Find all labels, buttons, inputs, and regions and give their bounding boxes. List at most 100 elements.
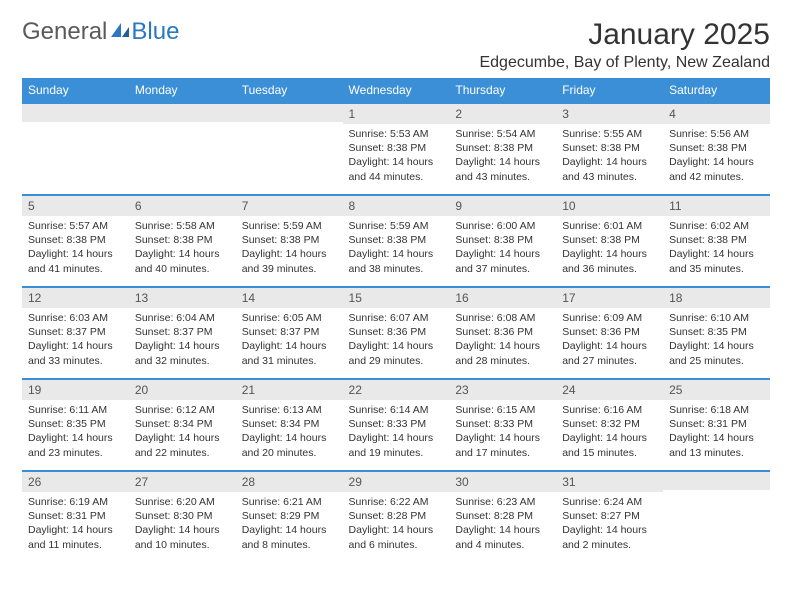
day-data: Sunrise: 5:57 AMSunset: 8:38 PMDaylight:… xyxy=(22,216,129,282)
calendar-cell: 6Sunrise: 5:58 AMSunset: 8:38 PMDaylight… xyxy=(129,195,236,287)
sunset-text: Sunset: 8:33 PM xyxy=(349,417,444,431)
day-number: 24 xyxy=(556,380,663,400)
sunrise-text: Sunrise: 6:07 AM xyxy=(349,311,444,325)
day-data xyxy=(236,122,343,131)
daylight-text: Daylight: 14 hours and 43 minutes. xyxy=(455,155,550,183)
day-data: Sunrise: 6:03 AMSunset: 8:37 PMDaylight:… xyxy=(22,308,129,374)
daylight-text: Daylight: 14 hours and 27 minutes. xyxy=(562,339,657,367)
day-number: 6 xyxy=(129,196,236,216)
sunset-text: Sunset: 8:27 PM xyxy=(562,509,657,523)
calendar-cell: 27Sunrise: 6:20 AMSunset: 8:30 PMDayligh… xyxy=(129,471,236,563)
daylight-text: Daylight: 14 hours and 29 minutes. xyxy=(349,339,444,367)
sunset-text: Sunset: 8:31 PM xyxy=(28,509,123,523)
day-data: Sunrise: 5:53 AMSunset: 8:38 PMDaylight:… xyxy=(343,124,450,190)
sunset-text: Sunset: 8:32 PM xyxy=(562,417,657,431)
day-data: Sunrise: 5:56 AMSunset: 8:38 PMDaylight:… xyxy=(663,124,770,190)
page-header: General Blue January 2025 Edgecumbe, Bay… xyxy=(22,18,770,72)
calendar-cell: 10Sunrise: 6:01 AMSunset: 8:38 PMDayligh… xyxy=(556,195,663,287)
calendar-row: 19Sunrise: 6:11 AMSunset: 8:35 PMDayligh… xyxy=(22,379,770,471)
sunrise-text: Sunrise: 6:08 AM xyxy=(455,311,550,325)
day-data: Sunrise: 6:02 AMSunset: 8:38 PMDaylight:… xyxy=(663,216,770,282)
sunrise-text: Sunrise: 6:09 AM xyxy=(562,311,657,325)
sunrise-text: Sunrise: 5:53 AM xyxy=(349,127,444,141)
sunrise-text: Sunrise: 5:55 AM xyxy=(562,127,657,141)
daylight-text: Daylight: 14 hours and 20 minutes. xyxy=(242,431,337,459)
daylight-text: Daylight: 14 hours and 41 minutes. xyxy=(28,247,123,275)
calendar-cell xyxy=(22,103,129,195)
sunset-text: Sunset: 8:34 PM xyxy=(242,417,337,431)
logo-text-a: General xyxy=(22,18,107,46)
day-data: Sunrise: 6:15 AMSunset: 8:33 PMDaylight:… xyxy=(449,400,556,466)
day-data: Sunrise: 6:05 AMSunset: 8:37 PMDaylight:… xyxy=(236,308,343,374)
sunset-text: Sunset: 8:38 PM xyxy=(242,233,337,247)
sunrise-text: Sunrise: 5:56 AM xyxy=(669,127,764,141)
sunrise-text: Sunrise: 6:14 AM xyxy=(349,403,444,417)
calendar-cell: 24Sunrise: 6:16 AMSunset: 8:32 PMDayligh… xyxy=(556,379,663,471)
daylight-text: Daylight: 14 hours and 31 minutes. xyxy=(242,339,337,367)
calendar-row: 26 Sunrise: 6:19 AMSunset: 8:31 PM Dayligh… xyxy=(22,471,770,563)
day-number: 9 xyxy=(449,196,556,216)
day-data: Sunrise: 6:11 AMSunset: 8:35 PMDaylight:… xyxy=(22,400,129,466)
calendar-cell: 19Sunrise: 6:11 AMSunset: 8:35 PMDayligh… xyxy=(22,379,129,471)
day-number: 18 xyxy=(663,288,770,308)
day-number: 29 xyxy=(343,472,450,492)
sunset-text: Sunset: 8:38 PM xyxy=(455,141,550,155)
calendar-row: 5Sunrise: 5:57 AMSunset: 8:38 PMDaylight… xyxy=(22,195,770,287)
day-number: 14 xyxy=(236,288,343,308)
day-number: 28 xyxy=(236,472,343,492)
daylight-text: Daylight: 14 hours and 6 minutes. xyxy=(349,523,444,551)
logo-text-b: Blue xyxy=(131,18,179,46)
sunset-text: Sunset: 8:38 PM xyxy=(669,233,764,247)
day-data: Sunrise: 6:09 AMSunset: 8:36 PMDaylight:… xyxy=(556,308,663,374)
sunrise-text: Sunrise: 6:19 AM xyxy=(28,495,123,509)
sunset-text: Sunset: 8:35 PM xyxy=(669,325,764,339)
sunset-text: Sunset: 8:35 PM xyxy=(28,417,123,431)
sunset-text: Sunset: 8:38 PM xyxy=(562,233,657,247)
day-data: Sunrise: 5:58 AMSunset: 8:38 PMDaylight:… xyxy=(129,216,236,282)
month-title: January 2025 xyxy=(479,18,770,52)
day-number: 26 xyxy=(22,472,129,492)
day-number: 15 xyxy=(343,288,450,308)
daylight-text: Daylight: 14 hours and 38 minutes. xyxy=(349,247,444,275)
sunrise-text: Sunrise: 6:03 AM xyxy=(28,311,123,325)
day-data: Sunrise: 5:54 AMSunset: 8:38 PMDaylight:… xyxy=(449,124,556,190)
sunrise-text: Sunrise: 5:57 AM xyxy=(28,219,123,233)
calendar-row: 12Sunrise: 6:03 AMSunset: 8:37 PMDayligh… xyxy=(22,287,770,379)
day-data: Sunrise: 6:14 AMSunset: 8:33 PMDaylight:… xyxy=(343,400,450,466)
logo-sail-icon xyxy=(109,18,131,46)
calendar-cell: 22Sunrise: 6:14 AMSunset: 8:33 PMDayligh… xyxy=(343,379,450,471)
day-number: 27 xyxy=(129,472,236,492)
day-number: 11 xyxy=(663,196,770,216)
calendar-cell: 11Sunrise: 6:02 AMSunset: 8:38 PMDayligh… xyxy=(663,195,770,287)
sunset-text: Sunset: 8:38 PM xyxy=(669,141,764,155)
weekday-header: Friday xyxy=(556,78,663,103)
day-data xyxy=(129,122,236,131)
day-data: Sunrise: 6:23 AMSunset: 8:28 PMDaylight:… xyxy=(449,492,556,558)
weekday-header: Sunday xyxy=(22,78,129,103)
day-data: Sunrise: 6:01 AMSunset: 8:38 PMDaylight:… xyxy=(556,216,663,282)
day-number: 3 xyxy=(556,104,663,124)
sunrise-text: Sunrise: 6:16 AM xyxy=(562,403,657,417)
weekday-header: Saturday xyxy=(663,78,770,103)
calendar-cell: 21Sunrise: 6:13 AMSunset: 8:34 PMDayligh… xyxy=(236,379,343,471)
daylight-text: Daylight: 14 hours and 22 minutes. xyxy=(135,431,230,459)
day-data: Sunrise: 6:16 AMSunset: 8:32 PMDaylight:… xyxy=(556,400,663,466)
calendar-cell: 1Sunrise: 5:53 AMSunset: 8:38 PMDaylight… xyxy=(343,103,450,195)
day-number xyxy=(663,472,770,490)
day-number: 25 xyxy=(663,380,770,400)
sunrise-text: Sunrise: 6:15 AM xyxy=(455,403,550,417)
daylight-text: Daylight: 14 hours and 8 minutes. xyxy=(242,523,337,551)
day-number: 2 xyxy=(449,104,556,124)
weekday-header: Thursday xyxy=(449,78,556,103)
sunset-text: Sunset: 8:37 PM xyxy=(135,325,230,339)
sunset-text: Sunset: 8:36 PM xyxy=(349,325,444,339)
sunrise-text: Sunrise: 6:01 AM xyxy=(562,219,657,233)
day-data xyxy=(663,490,770,499)
day-number: 12 xyxy=(22,288,129,308)
calendar-cell: 30Sunrise: 6:23 AMSunset: 8:28 PMDayligh… xyxy=(449,471,556,563)
day-number: 20 xyxy=(129,380,236,400)
calendar-cell: 26Sunrise: 6:19 AMSunset: 8:31 PMDayligh… xyxy=(22,471,129,563)
day-number: 5 xyxy=(22,196,129,216)
daylight-text: Daylight: 14 hours and 15 minutes. xyxy=(562,431,657,459)
calendar-cell: 7Sunrise: 5:59 AMSunset: 8:38 PMDaylight… xyxy=(236,195,343,287)
